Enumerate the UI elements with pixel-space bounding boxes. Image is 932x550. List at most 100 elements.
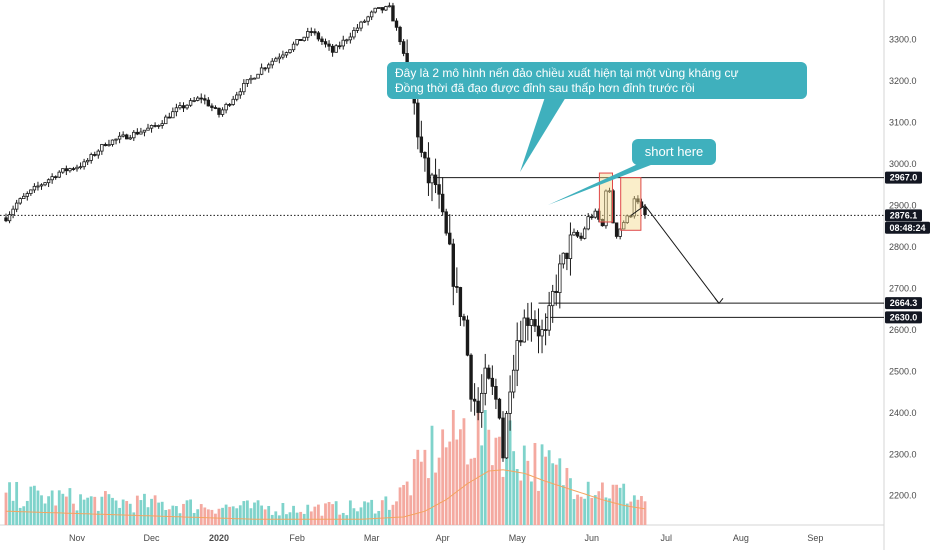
projection-path [630,204,720,304]
volume-bar [352,508,356,525]
volume-bar [512,451,516,525]
volume-bar [462,418,466,525]
candle-body [54,176,58,179]
volume-bar [182,503,185,525]
candle-body [259,67,264,75]
volume-bar [586,481,590,525]
candle-body [298,38,303,41]
volume-ma-layer [5,469,646,520]
candle-body [213,107,218,109]
candle-body [206,99,211,107]
candle-body [529,319,534,326]
candle-body [75,166,79,170]
volume-bar [572,499,576,525]
volume-bar [430,425,434,525]
candle-body [497,398,502,419]
volume-bar [331,504,334,525]
candle-body [50,176,54,181]
volume-bar [466,464,469,525]
candle-body [561,252,566,265]
highlight-boxes[interactable] [598,172,642,231]
volume-bar [522,445,526,525]
volume-bar [643,501,647,525]
candle-body [526,317,530,326]
volume-bar [640,496,643,525]
candle-body [125,134,129,140]
candle-body [508,391,512,414]
volume-bar [480,445,484,525]
volume-bar [597,491,601,525]
volume-bar [632,495,636,525]
volume-bar [128,503,132,525]
candle-body [252,77,257,80]
candle-body [245,79,250,84]
highlight-box [620,177,642,231]
time-tick-label: Sep [807,533,823,543]
candle-body [110,139,115,145]
volume-bar [320,515,324,525]
volume-bar [93,496,97,525]
volume-bar [246,500,249,525]
volume-bar [448,441,452,525]
candle-body [227,103,232,106]
volume-bar [242,501,246,525]
volume-bar [82,499,86,525]
volume-bar [419,461,423,525]
candle-body [132,131,136,139]
volume-bar [530,481,533,525]
volume-bar [224,504,228,525]
candle-body [263,67,267,70]
time-tick-label: Jun [584,533,599,543]
short-note-text: short here [644,144,704,159]
candle-body [270,60,274,66]
volume-bar [22,506,26,525]
volume-bar [96,510,100,525]
candle-body [636,198,640,203]
candle-body [515,340,519,371]
candle-body [362,20,367,23]
time-tick-label: 2020 [209,533,229,543]
volume-bar [199,504,203,525]
volume-bar [267,505,271,525]
volume-bar [540,444,544,525]
volume-bar [554,464,558,525]
volume-bar [178,513,182,525]
candle-body [444,211,448,234]
candle-body [85,159,90,163]
price-tag-box [885,209,922,222]
candle-body [568,234,573,259]
candle-body [401,41,406,54]
volume-bar [338,514,342,525]
volume-bar [601,482,604,525]
candle-body [391,5,395,22]
level-lines[interactable] [0,177,884,318]
candle-body [533,319,537,327]
candle-body [185,104,189,109]
candle-body [64,168,69,172]
volume-bar [167,509,171,525]
volume-bar [565,467,569,525]
candle-body [167,116,171,119]
price-tag-box [885,171,922,184]
price-tick-label: 3100.0 [889,117,917,127]
volume-bar [309,511,313,525]
annotation-short-note[interactable]: short here [632,139,716,165]
candle-body [174,107,179,113]
candle-body [238,91,242,96]
candle-body [306,31,310,38]
volume-bar [221,507,224,525]
volume-bar [306,504,310,525]
projection-arrow[interactable] [630,204,724,305]
volume-bar [380,500,384,525]
candle-body [543,329,548,331]
volume-bar [629,501,633,525]
time-tick-label: Jul [661,533,673,543]
candle-body [249,77,253,81]
volume-bar [455,439,459,525]
volume-bar [608,498,611,525]
volume-bar [370,499,374,525]
annotation-resistance-note[interactable]: Đây là 2 mô hình nến đảo chiều xuất hiện… [387,62,807,99]
candle-body [419,136,424,153]
volume-bar [487,429,491,525]
time-tick-label: Nov [69,533,86,543]
